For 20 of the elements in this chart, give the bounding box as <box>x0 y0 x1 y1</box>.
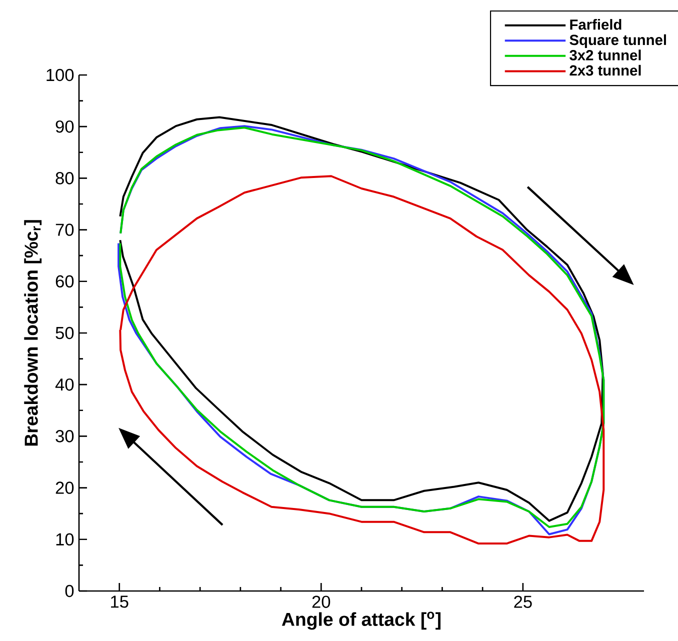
y-tick-label: 30 <box>56 430 74 442</box>
x-tick-label: 25 <box>514 596 532 608</box>
x-axis-title: Angle of attack [$^{o}$] <box>282 612 440 630</box>
legend-label: Farfield <box>570 19 622 30</box>
y-tick-label: 80 <box>56 172 74 184</box>
legend-label: Square tunnel <box>570 34 666 48</box>
y-tick-label: 40 <box>55 378 74 391</box>
x-tick-label: 20 <box>312 596 330 608</box>
y-tick-label: 0 <box>65 584 74 598</box>
y-tick-label: 100 <box>46 68 74 82</box>
legend-label: 3x2 tunnel <box>570 50 641 60</box>
y-tick-label: 10 <box>56 533 74 546</box>
x-tick-label: 15 <box>111 596 128 608</box>
y-tick-label: 20 <box>56 482 74 494</box>
y-tick-label: 70 <box>56 224 74 236</box>
y-tick-label: 50 <box>56 326 74 340</box>
y-tick-label: 90 <box>56 120 74 133</box>
y-tick-label: 60 <box>56 275 74 288</box>
legend-label: 2x3 tunnel <box>570 64 641 76</box>
y-axis-title: Breakdown location [%c$_{r}$] <box>24 220 42 446</box>
